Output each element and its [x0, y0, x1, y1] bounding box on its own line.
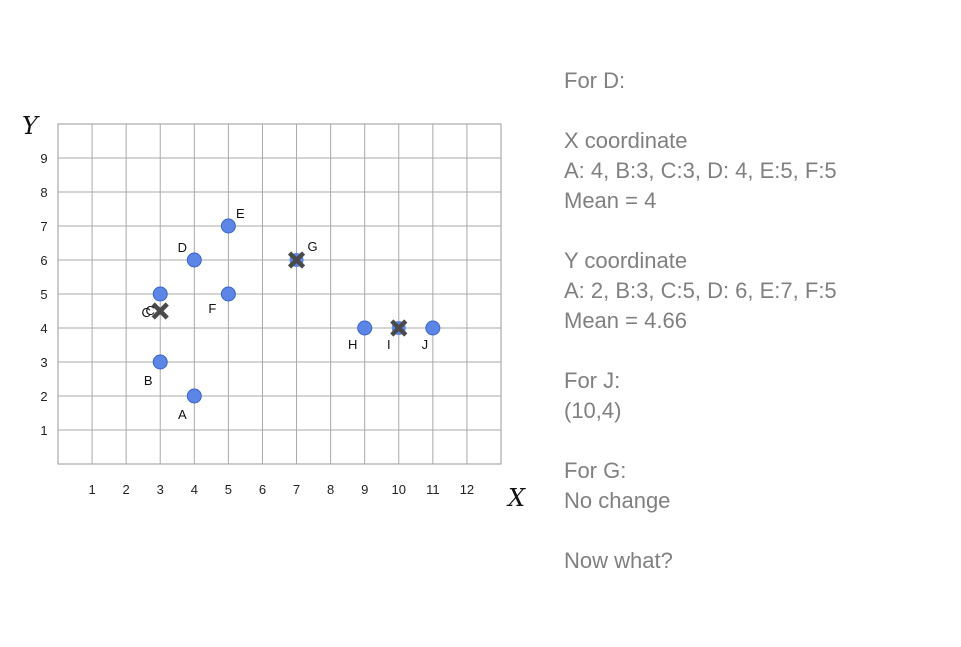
x-tick-label: 5: [225, 482, 232, 497]
notes-line: For D:: [564, 68, 626, 93]
notes-spacer: [564, 336, 954, 366]
y-tick-label: 4: [40, 321, 47, 336]
y-axis-title: Y: [22, 112, 40, 140]
data-point-a: [186, 388, 202, 404]
notes-line: X coordinate: [564, 128, 688, 153]
notes-spacer: [564, 216, 954, 246]
notes-line: A: 4, B:3, C:3, D: 4, E:5, F:5: [564, 158, 837, 183]
data-points: A B C D E F H J: [142, 206, 441, 422]
x-tick-label: 10: [392, 482, 406, 497]
centroid-marker-g: G: [287, 239, 318, 269]
centroid-label-g: G: [307, 239, 317, 254]
point-label-e: E: [236, 206, 245, 221]
data-point-b: [152, 354, 168, 370]
notes-line: For J:: [564, 368, 621, 393]
x-tick-label: 3: [157, 482, 164, 497]
notes-panel: For D: X coordinate A: 4, B:3, C:3, D: 4, …: [564, 66, 954, 576]
x-tick-label: 4: [191, 482, 198, 497]
y-tick-label: 1: [40, 423, 47, 438]
x-axis-title: X: [506, 484, 526, 512]
x-stroke: [151, 302, 169, 320]
notes-line: No change: [564, 488, 671, 513]
y-tick-label: 2: [40, 389, 47, 404]
x-tick-label: 8: [327, 482, 334, 497]
notes-spacer: [564, 426, 954, 456]
y-tick-label: 5: [40, 287, 47, 302]
centroid-markers: C G I: [146, 239, 408, 352]
x-tick-label: 1: [88, 482, 95, 497]
point-label-a: A: [178, 407, 187, 422]
x-tick-label: 11: [426, 482, 440, 497]
data-point-e: [220, 218, 236, 234]
data-point-h: [357, 320, 373, 336]
x-tick-label: 7: [293, 482, 300, 497]
point-label-b: B: [144, 373, 153, 388]
notes-line: Y coordinate: [564, 248, 688, 273]
x-tick-label: 12: [460, 482, 474, 497]
x-stroke: [390, 319, 408, 337]
x-stroke: [287, 251, 306, 269]
data-point-j: [425, 320, 441, 336]
y-tick-label: 7: [40, 219, 47, 234]
centroid-marker-i: I: [387, 319, 408, 352]
point-label-f: F: [208, 301, 216, 316]
notes-line: For G:: [564, 458, 627, 483]
point-label-d: D: [178, 240, 187, 255]
centroid-label-c: C: [146, 303, 155, 318]
point-label-j: J: [422, 337, 429, 352]
data-point-d: [186, 252, 202, 268]
data-point-f: [220, 286, 236, 302]
y-tick-label: 3: [40, 355, 47, 370]
notes-line: (10,4): [564, 398, 622, 423]
point-label-c: C: [142, 305, 151, 320]
x-tick-label: 9: [361, 482, 368, 497]
notes-spacer: [564, 516, 954, 546]
notes-line: Mean = 4.66: [564, 308, 687, 333]
y-tick-label: 6: [40, 253, 47, 268]
x-tick-label: 6: [259, 482, 266, 497]
grid: [57, 123, 502, 465]
notes-line: Mean = 4: [564, 188, 657, 213]
point-label-h: H: [348, 337, 357, 352]
y-tick-label: 9: [40, 151, 47, 166]
centroid-marker-c: C: [146, 302, 169, 320]
notes-line: A: 2, B:3, C:5, D: 6, E:7, F:5: [564, 278, 837, 303]
y-tick-label: 8: [40, 185, 47, 200]
data-point-c: [152, 286, 168, 302]
notes-spacer: [564, 96, 954, 126]
notes-line: Now what?: [564, 548, 673, 573]
centroid-label-i: I: [387, 337, 391, 352]
x-tick-label: 2: [123, 482, 130, 497]
